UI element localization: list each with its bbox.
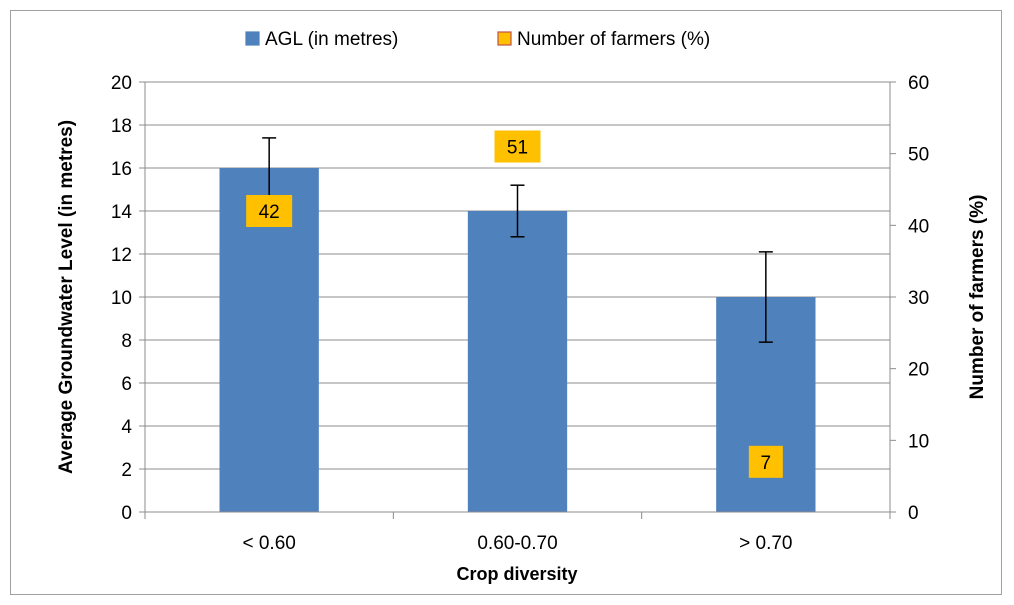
data-label: 7 (761, 453, 772, 474)
x-axis-title: Crop diversity (456, 564, 577, 584)
y-tick-label: 18 (111, 116, 132, 137)
legend-item-agl-label: AGL (in metres) (265, 29, 398, 50)
y-tick-label: 4 (121, 417, 132, 438)
x-tick-label: > 0.70 (739, 533, 792, 554)
data-label: 42 (259, 202, 280, 223)
y-tick-label: 14 (111, 202, 133, 223)
y2-tick-label: 0 (908, 503, 919, 524)
y-tick-label: 2 (121, 460, 132, 481)
y2-tick-label: 60 (908, 73, 929, 94)
y-tick-label: 10 (111, 288, 132, 309)
data-label-box (494, 130, 541, 163)
y2-axis-title: Number of farmers (%) (967, 195, 988, 400)
y2-tick-label: 50 (908, 145, 929, 166)
legend: AGL (in metres) Number of farmers (%) (245, 29, 710, 50)
y-tick-label: 0 (121, 503, 132, 524)
data-label-box (246, 195, 293, 227)
x-tick-label: < 0.60 (242, 533, 295, 554)
y-tick-label: 6 (121, 374, 132, 395)
x-tick-label: 0.60-0.70 (477, 533, 557, 554)
data-labels: 42 51 7 (246, 130, 783, 478)
bar (467, 211, 568, 512)
y-axis-title: Average Groundwater Level (in metres) (56, 120, 77, 474)
y-tick-label: 20 (111, 73, 132, 94)
legend-item-agl-swatch (245, 31, 260, 46)
legend-item-farmers-swatch (497, 31, 512, 46)
y2-tick-label: 30 (908, 288, 929, 309)
axes: 0 2 4 6 8 10 12 14 16 18 20 0 10 20 30 40 50 60 < 0.60 0.60… (111, 73, 929, 554)
y2-tick-label: 10 (908, 431, 929, 452)
y-tick-label: 8 (121, 331, 132, 352)
data-label-box (748, 445, 783, 478)
y2-tick-label: 40 (908, 216, 929, 237)
y2-tick-label: 20 (908, 360, 929, 381)
legend-item-farmers-label: Number of farmers (%) (517, 29, 710, 50)
y-tick-label: 16 (111, 159, 132, 180)
y-tick-label: 12 (111, 245, 132, 266)
data-label: 51 (507, 138, 528, 159)
